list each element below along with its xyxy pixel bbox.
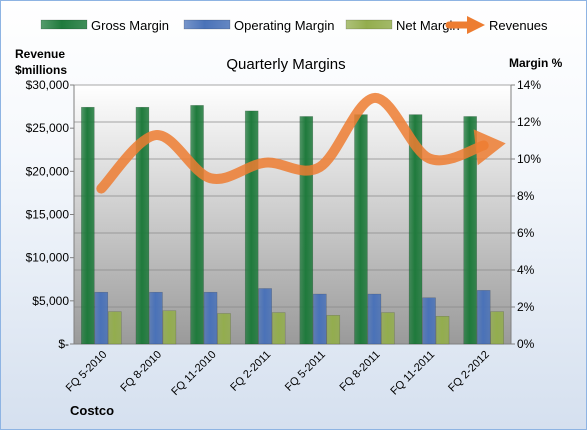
net-margin-bar [327,315,340,344]
left-tick-label: $15,000 [26,208,70,222]
legend-revenues-label: Revenues [489,18,548,33]
left-tick-label: $5,000 [32,294,69,308]
category-label: FQ 8-2011 [337,349,382,394]
operating-margin-bar [313,294,326,344]
gross-margin-bar [300,116,313,344]
operating-margin-bar [204,292,217,344]
gross-margin-bar [191,105,204,344]
net-margin-bar [108,312,121,344]
operating-margin-bar [477,290,490,344]
operating-margin-bar [149,292,162,344]
category-label: FQ 2-2012 [446,349,492,395]
operating-margin-bar [259,289,272,345]
net-margin-bar [436,316,449,344]
left-axis-title-line2: $millions [15,63,67,77]
operating-margin-bar [368,294,381,344]
category-label: FQ 5-2011 [283,349,328,394]
legend-gross-margin-label: Gross Margin [91,18,169,33]
right-tick-label: 10% [517,152,541,166]
left-tick-label: $10,000 [26,251,70,265]
net-margin-bar [163,311,176,344]
net-margin-bar [218,313,231,344]
net-margin-bar [381,313,394,344]
gross-margin-bar [81,107,94,344]
right-tick-label: 8% [517,189,535,203]
legend-revenues-arrowhead [467,16,485,34]
legend-operating-margin-swatch [184,20,230,29]
right-tick-label: 4% [517,263,535,277]
right-tick-labels: 0% 2% 4% 6% 8% 10% 12% 14% [511,78,541,351]
category-label: FQ 2-2011 [228,349,273,394]
right-tick-label: 2% [517,300,535,314]
category-label: FQ 11-2011 [388,349,437,398]
gross-margin-bar [245,111,258,344]
left-tick-label: $- [58,337,69,351]
right-axis-title: Margin % [509,56,563,70]
operating-margin-bar [95,292,108,344]
gross-margin-bar [354,115,367,344]
left-axis-title-line1: Revenue [15,47,65,61]
net-margin-bar [272,313,285,344]
right-tick-label: 14% [517,78,541,92]
right-tick-label: 0% [517,337,535,351]
legend-net-margin-swatch [346,20,392,29]
legend-gross-margin-swatch [41,20,87,29]
right-tick-label: 6% [517,226,535,240]
right-tick-label: 12% [517,115,541,129]
net-margin-bar [491,312,504,344]
category-label: FQ 8-2010 [118,349,164,395]
category-label: FQ 11-2010 [169,349,218,398]
left-tick-label: $20,000 [26,164,70,178]
company-label: Costco [70,403,114,418]
operating-margin-bar [423,298,436,344]
left-tick-labels: $- $5,000 $10,000 $15,000 $20,000 $25,000 $30,… [26,78,74,351]
chart-title: Quarterly Margins [226,56,345,73]
category-label: FQ 5-2010 [64,349,110,395]
left-tick-label: $30,000 [26,78,70,92]
legend-operating-margin-label: Operating Margin [234,18,334,33]
left-tick-label: $25,000 [26,121,70,135]
